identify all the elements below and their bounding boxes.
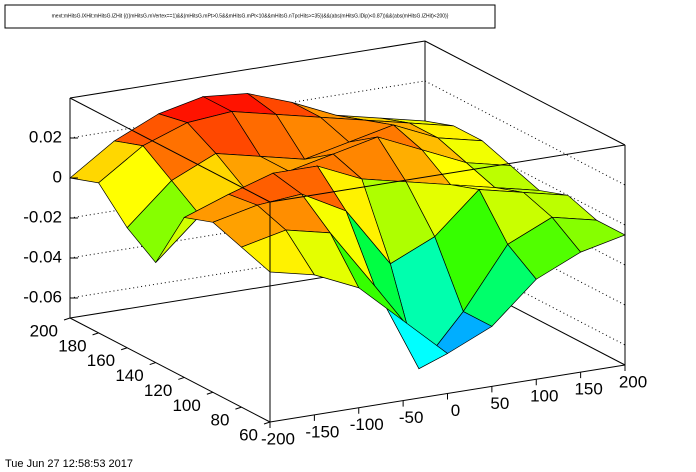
y-tick-label: 160 bbox=[87, 351, 115, 370]
x-tick-label: 50 bbox=[490, 394, 509, 413]
x-tick-label: -150 bbox=[305, 422, 339, 441]
y-tick-label: 140 bbox=[115, 366, 143, 385]
y-tick-label: 100 bbox=[172, 396, 200, 415]
z-tick-label: -0.02 bbox=[23, 207, 62, 226]
x-tick-label: 150 bbox=[574, 380, 602, 399]
y-tick bbox=[92, 332, 99, 336]
grid-line bbox=[424, 80, 626, 186]
y-axis bbox=[69, 317, 271, 423]
x-tick-label: 200 bbox=[619, 372, 647, 391]
x-tick-label: -100 bbox=[350, 415, 384, 434]
x-tick-label: 100 bbox=[530, 387, 558, 406]
y-tick-label: 200 bbox=[30, 321, 58, 340]
y-tick bbox=[178, 376, 185, 380]
z-tick-label: -0.06 bbox=[23, 287, 62, 306]
y-tick bbox=[120, 347, 128, 351]
x-tick-label: -200 bbox=[261, 429, 295, 448]
surface-cell bbox=[240, 229, 316, 276]
y-tick bbox=[263, 421, 271, 425]
box-edge bbox=[69, 40, 426, 99]
date-stamp: Tue Jun 27 12:58:53 2017 bbox=[5, 458, 133, 470]
title-box bbox=[4, 4, 496, 29]
box-edge bbox=[69, 97, 271, 203]
grid-line bbox=[424, 120, 626, 226]
box-edge bbox=[424, 40, 626, 146]
y-tick-label: 60 bbox=[239, 425, 258, 444]
y-tick-label: 80 bbox=[211, 411, 230, 430]
box-edge bbox=[269, 144, 626, 203]
z-tick-label: -0.04 bbox=[23, 247, 62, 266]
y-tick-label: 120 bbox=[144, 381, 172, 400]
y-tick bbox=[235, 406, 242, 410]
y-tick bbox=[206, 391, 214, 395]
x-tick-label: 0 bbox=[451, 401, 460, 420]
z-tick-label: 0.02 bbox=[29, 127, 62, 146]
y-tick bbox=[63, 317, 71, 321]
y-tick-label: 180 bbox=[58, 336, 86, 355]
z-tick-label: 0 bbox=[53, 167, 62, 186]
x-tick-label: -50 bbox=[399, 408, 424, 427]
grid-line bbox=[424, 240, 626, 346]
chart-title: mext:mHitsG.lXHit:mHitsG.lZHit {(((mHits… bbox=[52, 13, 449, 19]
y-tick bbox=[149, 362, 156, 366]
